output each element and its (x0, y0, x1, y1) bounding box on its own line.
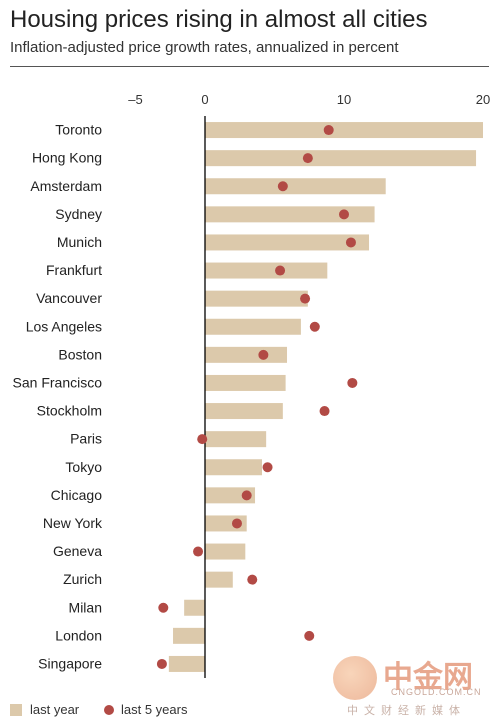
bar-last-year (205, 459, 262, 476)
watermark: 中金网 CNGOLD.COM.CN 中文财经新媒体 (333, 652, 493, 717)
dot-last-5-years (277, 181, 288, 192)
dot-last-5-years (156, 658, 167, 669)
category-label: San Francisco (13, 374, 103, 390)
bar-last-year (205, 234, 370, 251)
x-tick-label: 0 (201, 92, 208, 107)
watermark-url: CNGOLD.COM.CN (391, 687, 482, 697)
bar-chart: –5 0 10 20 Toronto Hong Kong Amsterdam Sydney Mu… (13, 92, 490, 678)
dot-last-5-years (193, 546, 204, 557)
category-label: Geneva (53, 543, 102, 559)
category-label: Stockholm (37, 403, 102, 419)
x-tick-label: 20 (476, 92, 490, 107)
category-label: Amsterdam (30, 178, 102, 194)
bar-last-year (205, 487, 256, 504)
bar-last-year (205, 150, 477, 167)
category-label: Boston (58, 346, 102, 362)
title-rule (10, 66, 489, 67)
legend-label-last-year: last year (30, 702, 80, 717)
bar-last-year (184, 599, 205, 616)
legend-swatch-dot (104, 705, 114, 715)
dot-last-5-years (241, 490, 252, 501)
x-tick-label: 10 (337, 92, 351, 107)
category-label: Tokyo (65, 459, 102, 475)
bar-last-year (205, 571, 233, 588)
bar-last-year (205, 206, 375, 223)
bar-last-year (168, 655, 205, 672)
bar-last-year (205, 403, 283, 420)
bar-last-year (205, 346, 288, 363)
dot-last-5-years (197, 434, 208, 445)
category-label: Toronto (55, 122, 102, 138)
dot-last-5-years (275, 265, 286, 276)
category-label: Frankfurt (46, 262, 102, 278)
dot-last-5-years (258, 349, 269, 360)
category-label: Vancouver (36, 290, 102, 306)
category-label: Chicago (51, 487, 103, 503)
bar-last-year (205, 431, 267, 448)
watermark-text: 中金网 (383, 661, 473, 694)
dot-last-5-years (323, 125, 334, 136)
category-label: Zurich (63, 571, 102, 587)
category-label: London (55, 627, 102, 643)
dot-last-5-years (309, 321, 320, 332)
dot-last-5-years (247, 574, 258, 585)
category-label: Los Angeles (26, 318, 102, 334)
bar-last-year (205, 122, 483, 139)
category-label: Milan (69, 599, 102, 615)
bar-last-year (205, 318, 301, 335)
category-label: Munich (57, 234, 102, 250)
category-label: Sydney (55, 206, 102, 222)
bar-last-year (205, 290, 308, 307)
dot-last-5-years (347, 377, 358, 388)
category-label: Hong Kong (32, 150, 102, 166)
watermark-tagline: 中文财经新媒体 (347, 705, 466, 717)
watermark-logo-icon (333, 656, 377, 700)
bar-last-year (205, 374, 286, 391)
dot-last-5-years (300, 293, 311, 304)
x-tick-label: –5 (128, 92, 142, 107)
bar-last-year (205, 178, 386, 195)
dot-last-5-years (158, 602, 169, 613)
dot-last-5-years (304, 630, 315, 641)
category-label: Paris (70, 431, 102, 447)
dot-last-5-years (345, 237, 356, 248)
dot-last-5-years (339, 209, 349, 220)
bar-last-year (205, 262, 328, 279)
dot-last-5-years (302, 153, 313, 164)
category-label: New York (43, 515, 103, 531)
dot-last-5-years (319, 406, 330, 417)
chart-subtitle: Inflation-adjusted price growth rates, a… (10, 39, 399, 56)
legend-label-last-5-years: last 5 years (121, 702, 188, 717)
bar-last-year (205, 543, 246, 560)
chart-title: Housing prices rising in almost all citi… (10, 6, 428, 33)
dot-last-5-years (262, 462, 273, 473)
bar-last-year (173, 627, 205, 644)
legend-swatch-bar (10, 704, 22, 716)
dot-last-5-years (231, 518, 242, 529)
category-label: Singapore (38, 655, 102, 671)
